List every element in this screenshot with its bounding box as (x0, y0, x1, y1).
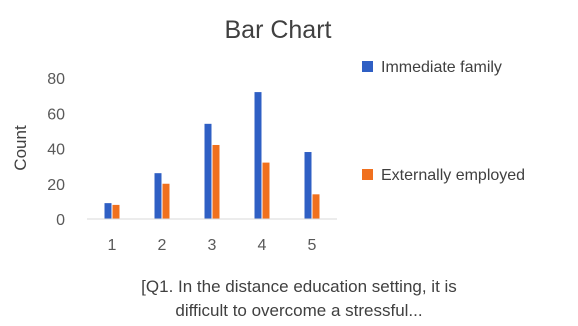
chart-title: Bar Chart (225, 16, 332, 44)
x-tick-label: 1 (108, 237, 117, 254)
bar-immediate-family-2 (154, 173, 162, 219)
y-tick-label: 0 (56, 212, 65, 229)
legend-label-externally-employed: Externally employed (381, 167, 525, 184)
y-tick-label: 80 (47, 71, 65, 88)
bar-immediate-family-3 (204, 123, 212, 219)
bar-immediate-family-5 (304, 152, 312, 219)
bar-immediate-family-1 (104, 203, 112, 219)
y-axis-ticks: 0 20 40 60 80 (47, 71, 65, 229)
bar-externally-employed-5 (312, 194, 320, 219)
bar-externally-employed-3 (212, 144, 220, 219)
y-axis-label: Count (11, 125, 30, 171)
x-axis-ticks: 1 2 3 4 5 (108, 237, 317, 254)
bar-immediate-family-4 (254, 92, 262, 219)
x-tick-label: 3 (208, 237, 217, 254)
x-axis-label-line-2: difficult to overcome a stressful... (175, 301, 422, 320)
x-tick-label: 5 (308, 237, 317, 254)
x-axis-label-line-1: [Q1. In the distance education setting, … (141, 277, 457, 296)
y-tick-label: 40 (47, 142, 65, 159)
legend-swatch-externally-employed (362, 169, 373, 180)
bars-group (104, 92, 320, 219)
bar-externally-employed-1 (112, 204, 120, 219)
x-tick-label: 2 (158, 237, 167, 254)
y-tick-label: 20 (47, 177, 65, 194)
legend-label-immediate-family: Immediate family (381, 59, 502, 76)
legend-swatch-immediate-family (362, 61, 373, 72)
y-tick-label: 60 (47, 106, 65, 123)
x-tick-label: 4 (258, 237, 267, 254)
legend: Immediate family Externally employed (362, 59, 525, 184)
bar-externally-employed-2 (162, 183, 170, 219)
bar-externally-employed-4 (262, 162, 270, 219)
